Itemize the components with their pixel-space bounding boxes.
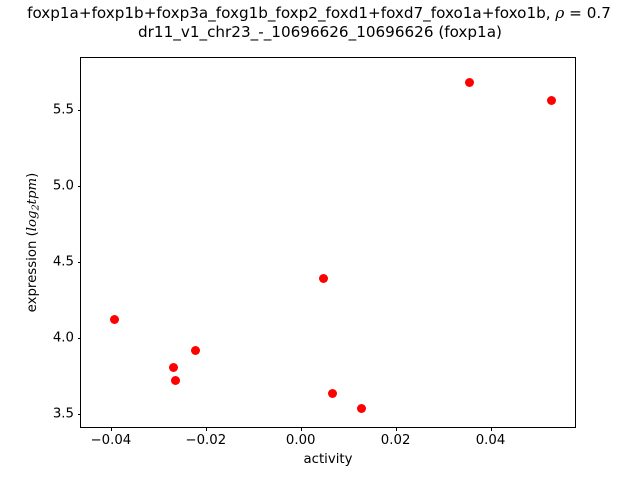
scatter-point xyxy=(168,362,178,372)
y-axis-tick-mark xyxy=(77,262,81,264)
x-axis-tick-mark xyxy=(300,427,302,431)
y-axis-label-log-subscript: 2 xyxy=(30,204,42,211)
x-axis-tick-mark xyxy=(490,427,492,431)
y-axis-tick-label: 4.5 xyxy=(52,254,74,270)
x-axis-tick-label: −0.02 xyxy=(185,433,227,448)
x-axis-tick-label: 0.04 xyxy=(475,433,506,448)
y-axis-label-log: log xyxy=(25,210,40,232)
scatter-point xyxy=(190,345,200,355)
scatter-point xyxy=(170,376,180,386)
scatter-point xyxy=(357,403,367,413)
scatter-point xyxy=(318,274,328,284)
y-axis-label: expression (log2tpm) xyxy=(22,57,44,428)
scatter-point xyxy=(464,77,474,87)
scatter-point xyxy=(110,315,120,325)
plot-data-area xyxy=(81,58,575,427)
x-axis-tick-label: −0.04 xyxy=(90,433,132,448)
plot-axes-frame: 3.5 4.0 4.5 5.0 5.5 −0.04 −0.02 0.00 0.02 0.04 xyxy=(53,57,576,448)
y-axis-label-tpm: tpm xyxy=(25,177,40,205)
y-axis-tick-mark xyxy=(77,185,81,187)
y-axis-tick-mark xyxy=(77,414,81,416)
x-axis-tick-label: 0.02 xyxy=(380,433,411,448)
y-axis-tick-mark xyxy=(77,338,81,340)
x-axis-tick-mark xyxy=(205,427,207,431)
y-axis-tick-label: 5.5 xyxy=(52,102,74,118)
y-axis-tick-label: 3.5 xyxy=(52,406,74,422)
chart-title-line-2: dr11_v1_chr23_-_10696626_10696626 (foxp1… xyxy=(138,23,502,41)
y-axis-tick-label: 5.0 xyxy=(52,178,74,194)
scatter-point xyxy=(327,388,337,398)
x-axis-tick-mark xyxy=(395,427,397,431)
x-axis-tick-label: 0.00 xyxy=(285,433,316,448)
x-axis-tick-mark xyxy=(110,427,112,431)
chart-title: foxp1a+foxp1b+foxp3a_foxg1b_foxp2_foxd1+… xyxy=(0,4,640,42)
y-axis-tick-mark xyxy=(77,109,81,111)
scatter-point xyxy=(547,95,557,105)
y-axis-tick-label: 4.0 xyxy=(52,330,74,346)
rho-value: = 0.7 xyxy=(564,4,611,22)
rho-symbol: ρ xyxy=(555,4,565,22)
y-axis-label-suffix: ) xyxy=(25,172,40,178)
chart-title-line-1: foxp1a+foxp1b+foxp3a_foxg1b_foxp2_foxd1+… xyxy=(0,4,640,23)
x-axis-label: activity xyxy=(303,452,353,467)
y-axis-label-prefix: expression ( xyxy=(25,231,40,313)
chart-title-genes: foxp1a+foxp1b+foxp3a_foxg1b_foxp2_foxd1+… xyxy=(27,4,556,22)
